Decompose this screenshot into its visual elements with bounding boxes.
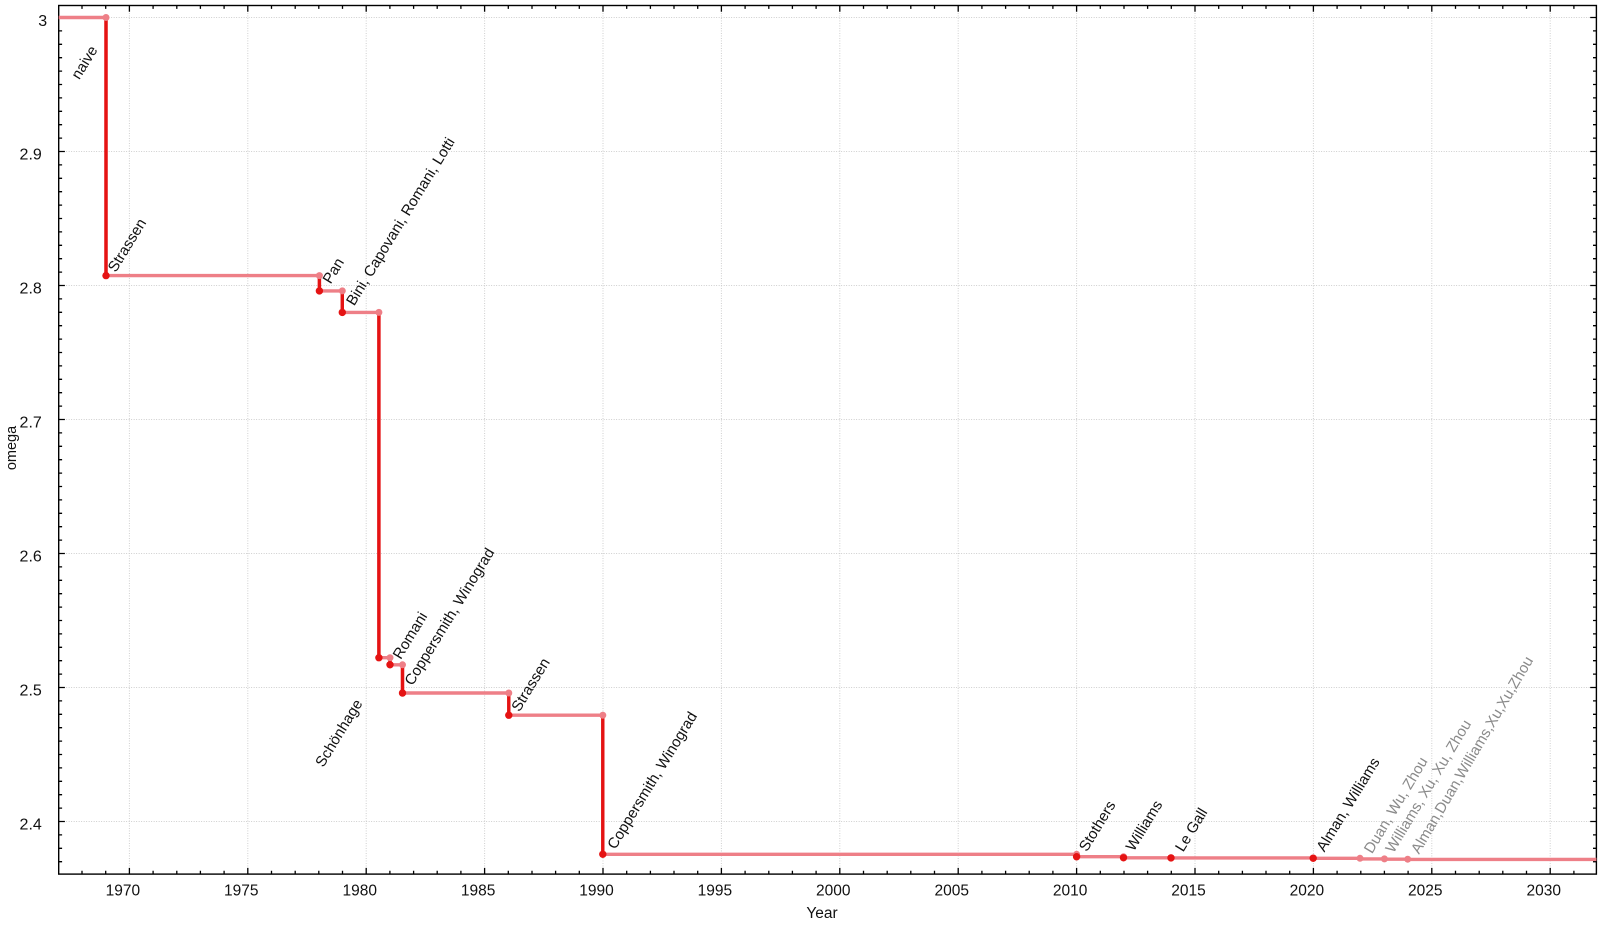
svg-text:2020: 2020 [1290, 882, 1325, 899]
svg-text:2025: 2025 [1408, 882, 1442, 899]
svg-text:2000: 2000 [816, 882, 851, 899]
svg-text:2.9: 2.9 [20, 147, 42, 164]
svg-text:2.6: 2.6 [20, 549, 42, 566]
svg-text:2.8: 2.8 [20, 281, 42, 298]
svg-text:1970: 1970 [106, 882, 141, 899]
svg-text:2030: 2030 [1526, 882, 1561, 899]
svg-text:omega: omega [4, 425, 20, 470]
svg-text:Year: Year [806, 905, 837, 920]
svg-text:1995: 1995 [698, 882, 732, 899]
svg-text:2015: 2015 [1171, 882, 1205, 899]
svg-text:2.7: 2.7 [20, 415, 42, 432]
svg-text:2.5: 2.5 [20, 683, 42, 700]
svg-text:2.4: 2.4 [20, 817, 42, 834]
svg-text:1985: 1985 [461, 882, 495, 899]
svg-text:1975: 1975 [224, 882, 258, 899]
svg-text:1980: 1980 [342, 882, 377, 899]
svg-text:2005: 2005 [934, 882, 968, 899]
svg-text:3: 3 [38, 13, 47, 30]
svg-text:1990: 1990 [579, 882, 614, 899]
svg-text:2010: 2010 [1053, 882, 1088, 899]
